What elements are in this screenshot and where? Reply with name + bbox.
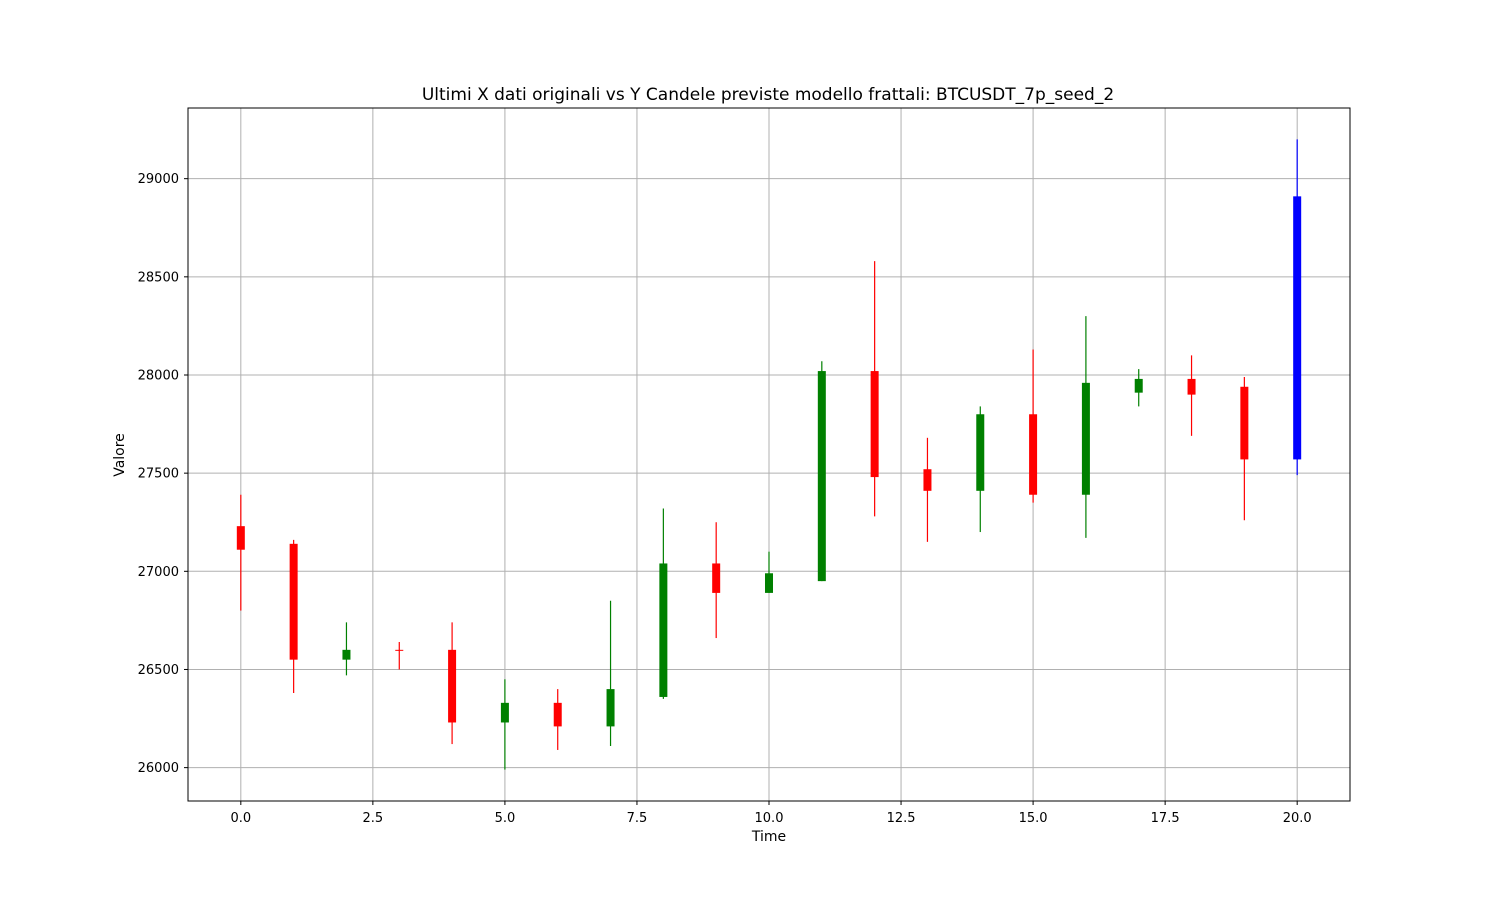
x-tick-label: 2.5 [363, 811, 384, 826]
x-tick-label: 0.0 [230, 811, 251, 826]
candle-body [765, 573, 773, 593]
y-tick-label: 26000 [138, 761, 179, 776]
x-tick-label: 5.0 [495, 811, 516, 826]
x-tick-label: 15.0 [1019, 811, 1048, 826]
chart-title: Ultimi X dati originali vs Y Candele pre… [422, 85, 1114, 105]
candle-body [1293, 196, 1302, 460]
y-axis-label: Valore [112, 433, 128, 477]
candles [236, 139, 1302, 770]
candle-body [342, 649, 351, 660]
candle-body [1081, 382, 1090, 495]
y-tick-label: 27500 [138, 467, 179, 482]
candle-body [1240, 386, 1249, 460]
y-tick-label: 29000 [138, 172, 179, 187]
candle-body [1134, 378, 1143, 393]
y-tick-label: 26500 [138, 663, 179, 678]
candle-body [659, 563, 668, 697]
x-axis-ticks: 0.0 2.5 5.0 7.5 10.0 12.5 15.0 17.5 20.0 [230, 801, 1312, 826]
candle-body [817, 371, 826, 582]
candle-body [923, 469, 932, 491]
candle-body [976, 414, 985, 491]
y-tick-label: 27000 [138, 565, 179, 580]
y-tick-label: 28000 [138, 368, 179, 383]
x-tick-label: 10.0 [755, 811, 784, 826]
candle-body [236, 526, 245, 550]
x-axis-label: Time [751, 829, 786, 845]
x-tick-label: 12.5 [887, 811, 916, 826]
candle-body [606, 689, 615, 727]
candle-body [1029, 414, 1038, 495]
candle-body [500, 702, 509, 723]
y-axis-ticks: 26000 26500 27000 27500 28000 28500 29000 [138, 172, 188, 776]
candle-body [448, 649, 457, 723]
candle-body [1187, 378, 1196, 395]
x-tick-label: 17.5 [1151, 811, 1180, 826]
candle-body [395, 649, 404, 651]
candle-body [553, 702, 562, 727]
y-tick-label: 28500 [138, 270, 179, 285]
candle-body [870, 371, 879, 478]
candle-body [712, 563, 721, 593]
x-tick-label: 7.5 [627, 811, 648, 826]
candle-body [289, 543, 298, 660]
x-tick-label: 20.0 [1283, 811, 1312, 826]
